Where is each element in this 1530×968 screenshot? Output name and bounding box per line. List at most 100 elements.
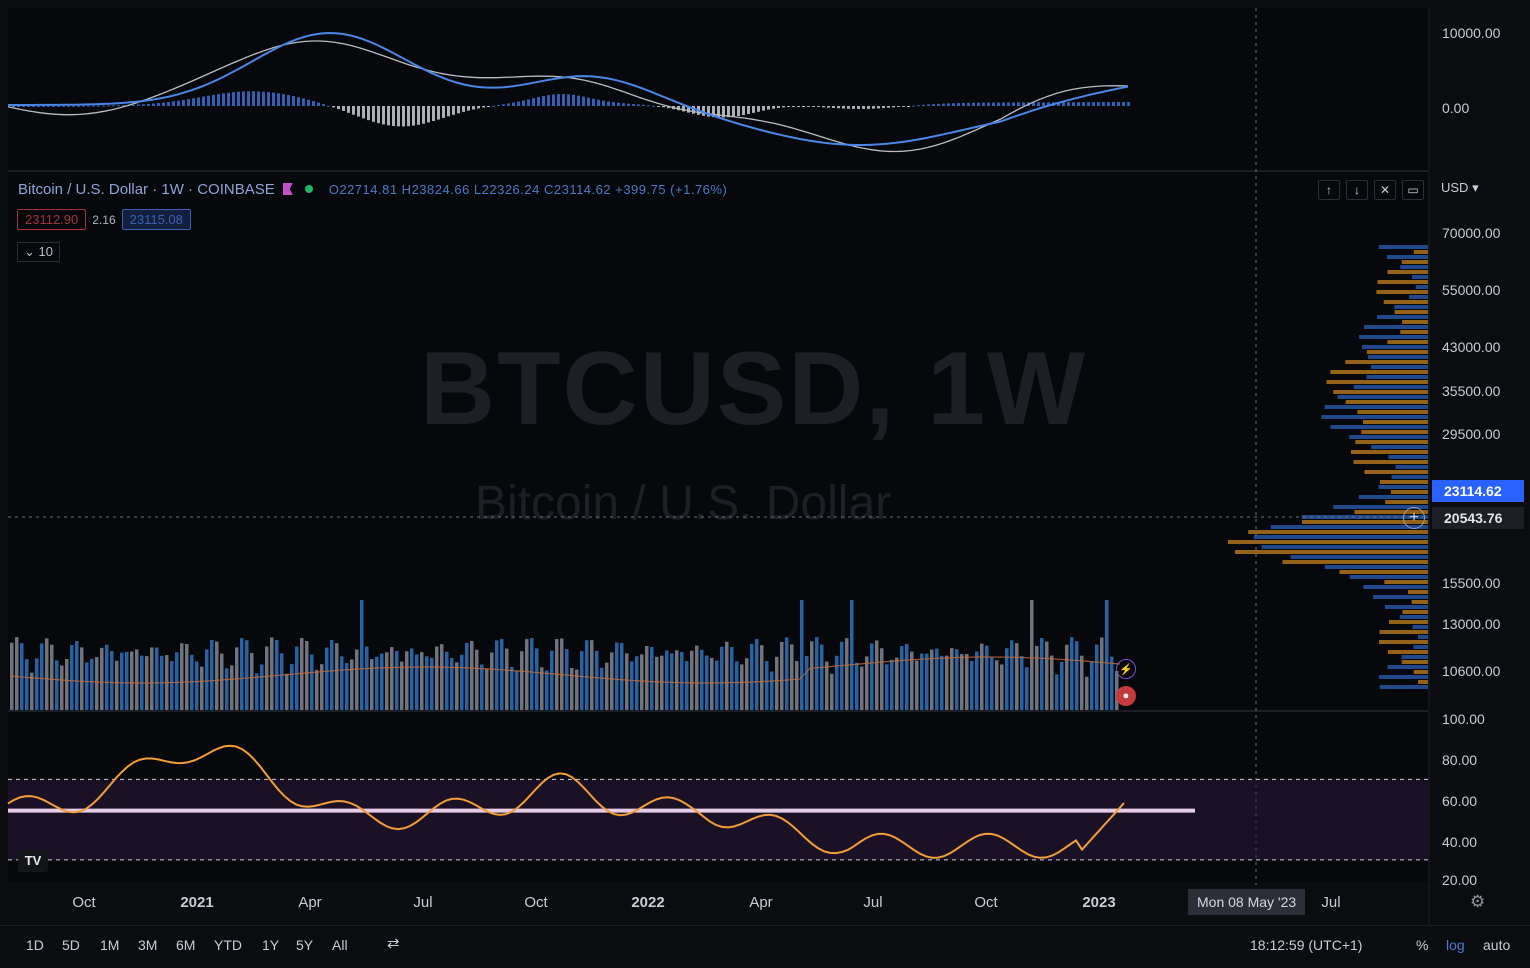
range-button-ytd[interactable]: YTD [214, 937, 242, 953]
volume-bar [25, 659, 29, 710]
volume-profile-bar [1345, 360, 1428, 364]
percent-scale-toggle[interactable]: % [1416, 937, 1429, 953]
macd-histogram-bar [797, 106, 800, 107]
volume-bar [465, 642, 469, 710]
volume-bar [405, 651, 409, 710]
volume-profile-bar [1366, 375, 1428, 379]
volume-bar [770, 671, 774, 710]
range-button-1d[interactable]: 1D [26, 937, 44, 953]
maximize-icon[interactable]: ▭ [1402, 180, 1424, 200]
add-alert-icon[interactable]: + [1403, 507, 1425, 529]
volume-bar [105, 644, 109, 710]
volume-bar [385, 652, 389, 710]
volume-profile-bar [1413, 670, 1428, 674]
range-button-3m[interactable]: 3M [138, 937, 158, 953]
range-button-6m[interactable]: 6M [176, 937, 196, 953]
range-button-1m[interactable]: 1M [100, 937, 120, 953]
volume-profile-bar [1253, 535, 1428, 539]
volume-profile-bar [1409, 295, 1428, 299]
volume-bar [415, 654, 419, 710]
volume-profile-bar [1349, 435, 1428, 439]
volume-bar [1110, 656, 1114, 710]
volume-profile-bar [1324, 565, 1428, 569]
macd-histogram-bar [957, 103, 960, 106]
symbol-title[interactable]: Bitcoin / U.S. Dollar · 1W · COINBASE [18, 181, 275, 198]
gear-icon[interactable]: ⚙ [1470, 892, 1486, 911]
macd-histogram-bar [912, 105, 915, 107]
economic-event-icon[interactable]: ● [1116, 686, 1136, 706]
volume-profile-bar [1261, 545, 1428, 549]
macd-histogram-bar [62, 105, 65, 107]
rsi-band-fill [8, 779, 1428, 860]
range-button-1y[interactable]: 1Y [262, 937, 280, 953]
volume-profile-bar [1377, 315, 1428, 319]
volume-profile-bar [1379, 685, 1428, 689]
macd-histogram-bar [1082, 102, 1085, 106]
currency-selector[interactable]: USD ▾ [1441, 180, 1479, 195]
volume-bar [660, 655, 664, 710]
macd-histogram-bar [917, 105, 920, 107]
arrow-up-icon[interactable]: ↑ [1318, 180, 1340, 200]
symbol-header[interactable]: Bitcoin / U.S. Dollar · 1W · COINBASE O22… [18, 181, 727, 198]
ask-price[interactable]: 23115.08 [121, 209, 191, 230]
close-icon[interactable]: ✕ [1374, 180, 1396, 200]
volume-profile-bar [1371, 445, 1428, 449]
volume-bar [710, 657, 714, 710]
volume-bar [885, 664, 889, 710]
arrow-down-icon[interactable]: ↓ [1346, 180, 1368, 200]
volume-bar [305, 641, 309, 710]
macd-line [8, 31, 1129, 146]
volume-profile-bar [1333, 505, 1428, 509]
macd-histogram-bar [332, 106, 335, 108]
volume-bar [455, 662, 459, 710]
volume-bar [615, 642, 619, 710]
macd-histogram-bar [662, 106, 665, 108]
volume-bar [750, 643, 754, 710]
range-button-5d[interactable]: 5D [62, 937, 80, 953]
macd-histogram-bar [122, 105, 125, 107]
macd-histogram-bar [437, 106, 440, 120]
macd-histogram-bar [612, 102, 615, 106]
volume-bar [645, 645, 649, 710]
volume-bar [990, 657, 994, 710]
volume-bar [565, 649, 569, 710]
volume-bar [420, 652, 424, 710]
date-range-icon[interactable]: ⇄ [387, 935, 400, 952]
range-button-all[interactable]: All [332, 937, 348, 953]
macd-histogram-bar [1077, 102, 1080, 106]
auto-scale-toggle[interactable]: auto [1483, 937, 1511, 953]
macd-histogram-bar [27, 105, 30, 107]
tradingview-logo[interactable]: TV [18, 850, 48, 872]
log-scale-toggle[interactable]: log [1446, 937, 1465, 953]
volume-bar [460, 654, 464, 710]
macd-histogram-bar [1007, 102, 1010, 106]
macd-histogram-bar [897, 106, 900, 107]
range-button-5y[interactable]: 5Y [296, 937, 314, 953]
macd-pane[interactable] [8, 8, 1428, 170]
volume-bar [90, 658, 94, 710]
macd-histogram-bar [1102, 102, 1105, 106]
volume-bar [300, 638, 304, 710]
time-axis-label: Jul [413, 894, 433, 911]
macd-histogram-bar [352, 106, 355, 115]
macd-histogram-bar [657, 106, 660, 107]
dividend-event-icon[interactable]: ⚡ [1116, 659, 1136, 679]
bid-price[interactable]: 23112.90 [17, 209, 87, 230]
volume-bar [950, 648, 954, 710]
spread-value: 2.16 [92, 212, 116, 227]
indicators-collapse-button[interactable]: ⌄ 10 [17, 242, 60, 262]
clock-timezone[interactable]: 18:12:59 (UTC+1) [1250, 937, 1363, 953]
volume-bar [1105, 600, 1109, 710]
volume-profile-bar [1354, 510, 1428, 514]
volume-bar [1075, 641, 1079, 710]
macd-histogram-bar [977, 102, 980, 106]
volume-profile-bar [1282, 560, 1428, 564]
price-pane[interactable] [8, 172, 1428, 710]
flag-icon[interactable] [282, 183, 293, 195]
macd-histogram-bar [1107, 102, 1110, 106]
macd-histogram-bar [582, 96, 585, 106]
price-scale-label: 70000.00 [1442, 225, 1501, 241]
macd-histogram-bar [377, 106, 380, 124]
macd-histogram-bar [172, 101, 175, 106]
